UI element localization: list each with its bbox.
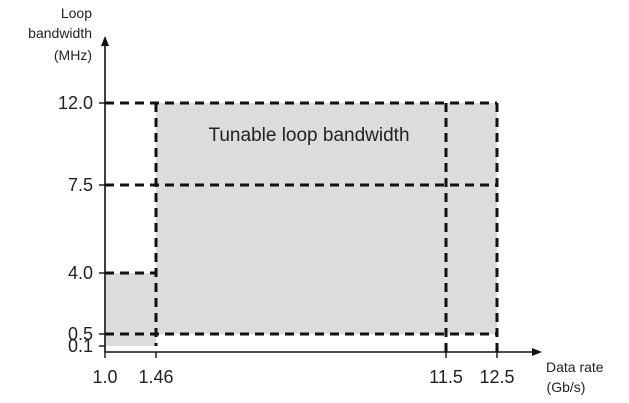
y-tick-label-3: 7.5	[68, 175, 93, 195]
x-axis-title-line-0: Data rate	[546, 359, 604, 375]
annotation-0: Tunable loop bandwidth	[208, 125, 409, 146]
x-tick-label-3: 12.5	[479, 367, 514, 387]
y-tick-label-1: 0.5	[68, 324, 93, 344]
y-axis-title-line-0: Loop	[61, 5, 92, 21]
x-tick-label-1: 1.46	[138, 367, 173, 387]
y-axis-title-line-1: bandwidth	[28, 25, 92, 41]
y-tick-label-0: 0.1	[68, 336, 93, 356]
y-tick-label-4: 12.0	[58, 93, 93, 113]
y-tick-label-2: 4.0	[68, 263, 93, 283]
bandwidth-region-1	[156, 103, 497, 334]
y-axis-title-line-2: (MHz)	[54, 47, 92, 63]
y-axis-arrow	[101, 36, 109, 46]
x-tick-label-0: 1.0	[92, 367, 117, 387]
x-axis-arrow	[532, 348, 542, 356]
x-tick-label-2: 11.5	[429, 367, 463, 387]
x-axis-title-line-1: (Gb/s)	[547, 379, 586, 395]
